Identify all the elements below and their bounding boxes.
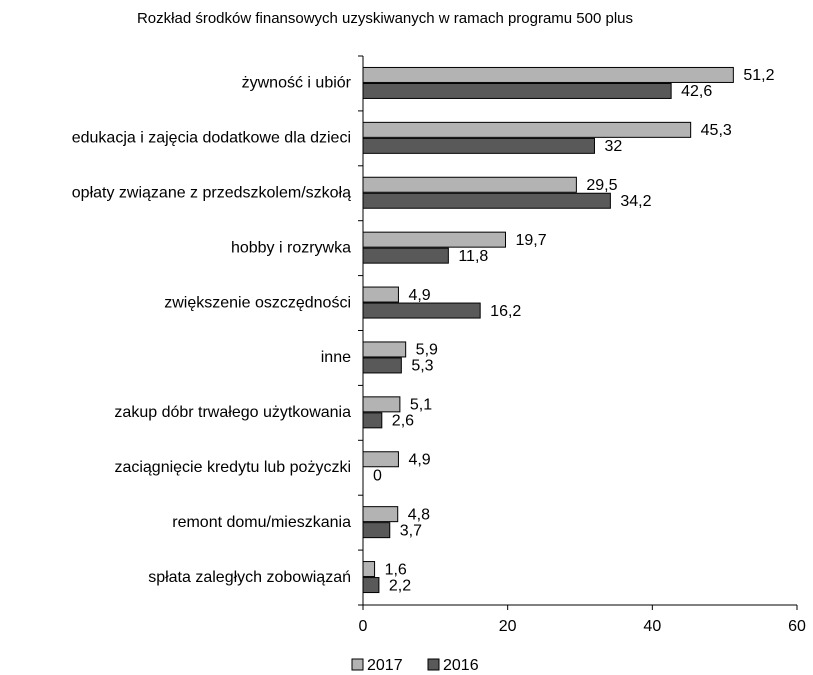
bar	[362, 451, 399, 468]
value-label: 16,2	[490, 303, 521, 320]
bar	[362, 396, 401, 413]
category-label: inne	[321, 349, 351, 366]
bar	[362, 506, 399, 523]
legend-label: 2016	[443, 657, 479, 674]
value-label: 3,7	[400, 522, 422, 539]
legend-swatch	[351, 658, 364, 671]
category-label: żywność i ubiór	[242, 75, 352, 92]
category-label: zwiększenie oszczędności	[164, 294, 351, 311]
bar	[362, 561, 376, 578]
legend-swatch	[427, 658, 440, 671]
value-label: 5,1	[410, 397, 432, 414]
category-label: edukacja i zajęcia dodatkowe dla dzieci	[72, 130, 351, 147]
value-label: 34,2	[620, 193, 651, 210]
value-label: 51,2	[743, 67, 774, 84]
chart-title: Rozkład środków finansowych uzyskiwanych…	[137, 10, 633, 27]
value-label: 4,8	[408, 506, 430, 523]
value-label: 45,3	[701, 122, 732, 139]
value-label: 42,6	[681, 83, 712, 100]
bar	[362, 341, 407, 358]
x-tick-label: 40	[643, 618, 661, 635]
category-label: remont domu/mieszkania	[172, 514, 351, 531]
value-label: 29,5	[586, 177, 617, 194]
bar	[362, 412, 383, 429]
value-label: 11,8	[458, 248, 488, 265]
value-label: 0	[373, 467, 382, 484]
value-label: 4,9	[408, 451, 430, 468]
category-label: zakup dóbr trwałego użytkowania	[114, 404, 351, 421]
x-tick-label: 0	[359, 618, 368, 635]
legend-label: 2017	[367, 657, 403, 674]
value-label: 2,2	[389, 577, 411, 594]
bar	[362, 522, 391, 539]
value-label: 5,3	[411, 358, 433, 375]
value-label: 19,7	[515, 232, 546, 249]
value-label: 5,9	[416, 342, 438, 359]
category-label: opłaty związane z przedszkolem/szkołą	[72, 184, 351, 201]
value-label: 32	[604, 138, 622, 155]
bar	[362, 176, 577, 193]
bar	[362, 121, 692, 138]
bar	[362, 137, 595, 154]
value-label: 2,6	[392, 413, 414, 430]
category-label: zaciągnięcie kredytu lub pożyczki	[114, 459, 351, 476]
category-label: hobby i rozrywka	[231, 239, 351, 256]
value-label: 4,9	[408, 287, 430, 304]
bar	[362, 286, 399, 303]
x-tick-label: 20	[499, 618, 517, 635]
bar	[362, 357, 402, 374]
bar	[362, 302, 481, 319]
x-tick-label: 60	[788, 618, 806, 635]
bar	[362, 82, 672, 99]
bar	[362, 66, 734, 83]
value-label: 1,6	[385, 561, 407, 578]
category-label: spłata zaległych zobowiązań	[148, 569, 351, 586]
bar	[362, 231, 506, 248]
bar	[362, 192, 611, 209]
bar	[362, 247, 449, 264]
bar	[362, 577, 380, 594]
